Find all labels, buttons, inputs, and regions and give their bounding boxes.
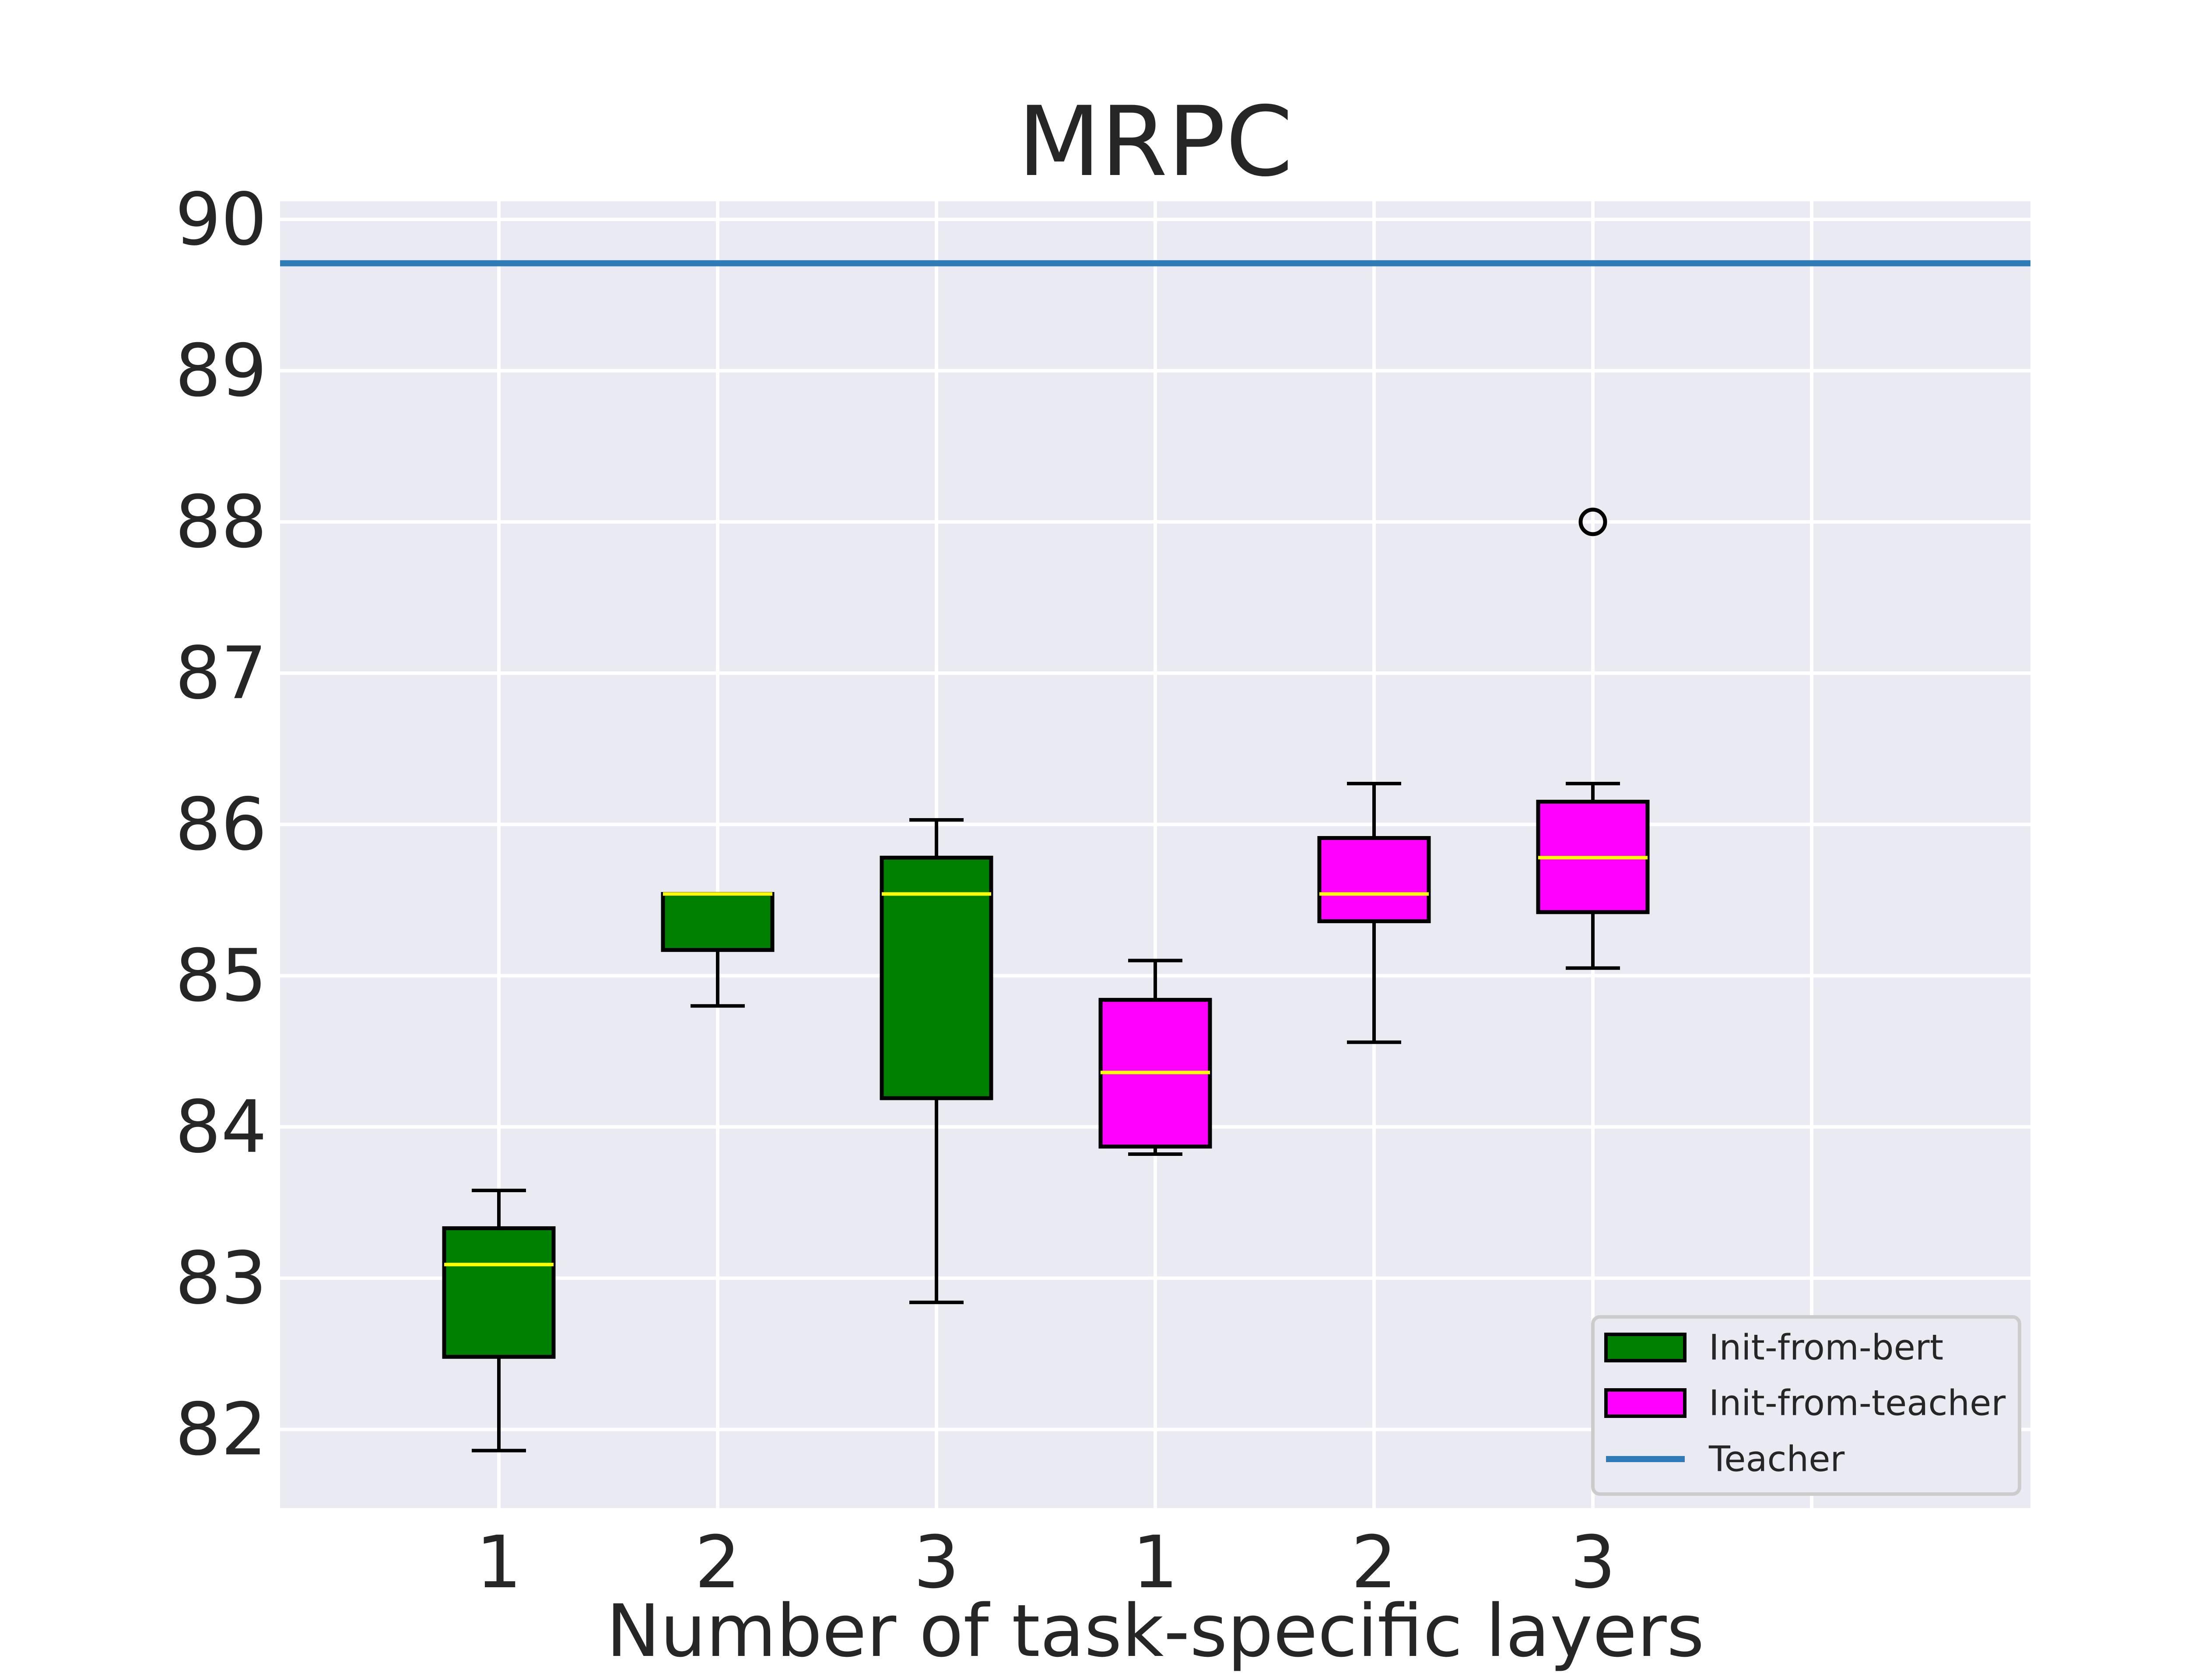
- y-tick-label: 90: [175, 177, 267, 261]
- y-tick-labels: 82 83 84 85 86 87 88 89 90: [175, 177, 267, 1471]
- x-tick-label: 2: [695, 1520, 741, 1604]
- legend-label: Init-from-teacher: [1709, 1383, 2006, 1424]
- y-tick-label: 88: [175, 480, 267, 564]
- y-tick-label: 84: [175, 1085, 267, 1169]
- box: [1317, 836, 1431, 924]
- box-group: [442, 1188, 556, 1452]
- x-tick-labels: 1 2 3 1 2 3: [476, 1520, 1616, 1604]
- outlier-point: [1578, 508, 1607, 536]
- legend-label: Teacher: [1708, 1439, 1844, 1480]
- y-tick-label: 86: [175, 782, 267, 866]
- legend-swatch: [1604, 1388, 1687, 1418]
- x-tick-label: 2: [1351, 1520, 1397, 1604]
- x-tick-label: 3: [914, 1520, 960, 1604]
- legend-frame: [1591, 1315, 2021, 1496]
- box-plots: [442, 508, 1650, 1452]
- box-group: [880, 818, 993, 1304]
- legend-swatch: [1604, 1333, 1687, 1362]
- y-tick-label: 89: [175, 329, 267, 413]
- y-tick-label: 85: [175, 934, 267, 1018]
- legend-label: Init-from-bert: [1709, 1327, 1943, 1368]
- box-group: [661, 892, 775, 1008]
- x-tick-label: 1: [476, 1520, 522, 1604]
- legend: Init-from-bert Init-from-teacher Teacher: [1591, 1315, 2021, 1496]
- box: [442, 1226, 556, 1359]
- x-tick-label: 3: [1570, 1520, 1616, 1604]
- box: [880, 855, 993, 1100]
- y-tick-label: 82: [175, 1387, 267, 1471]
- y-tick-label: 83: [175, 1236, 267, 1320]
- box-group: [1098, 959, 1212, 1156]
- x-tick-label: 1: [1133, 1520, 1178, 1604]
- box: [661, 892, 775, 952]
- box-group: [1536, 508, 1650, 970]
- y-tick-label: 87: [175, 631, 267, 715]
- chart-title: MRPC: [1018, 86, 1293, 198]
- box-group: [1317, 782, 1431, 1044]
- x-axis-label: Number of task-specific layers: [606, 1589, 1704, 1673]
